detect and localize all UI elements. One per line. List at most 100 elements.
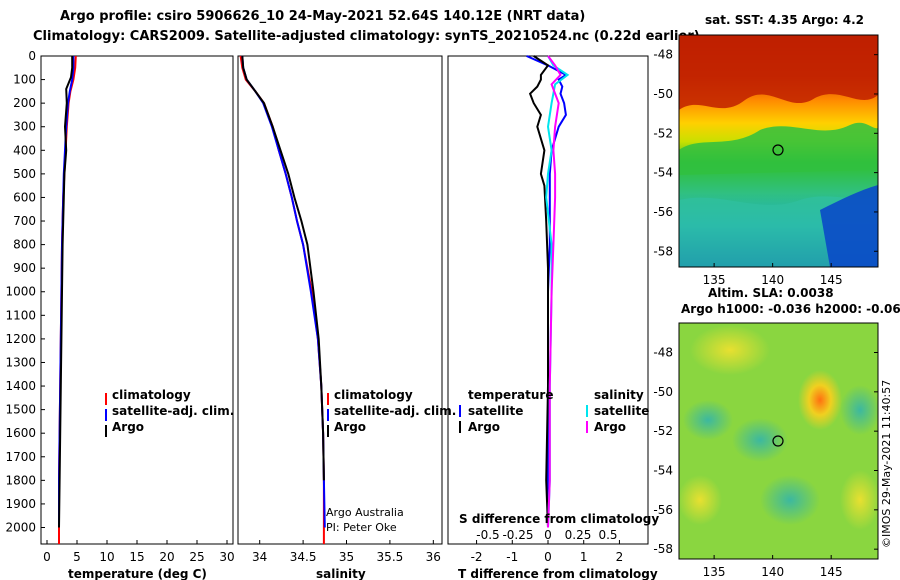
sst-front-region xyxy=(679,122,878,175)
legend-salinity-title: salinity xyxy=(594,388,644,402)
y-tick-label: 1200 xyxy=(5,332,36,346)
y-tick-label: 1600 xyxy=(5,426,36,440)
lon-tick-label: 135 xyxy=(703,273,726,287)
s-tick-label: 0 xyxy=(544,528,552,542)
sla-high-region xyxy=(690,325,770,375)
legend-argo: Argo xyxy=(112,420,144,434)
y-tick-label: 400 xyxy=(13,143,36,157)
argo-position-marker-sla xyxy=(772,435,784,447)
sla-map-title: Altim. SLA: 0.0038 xyxy=(708,286,834,300)
salinity-xlabel: salinity xyxy=(316,567,366,580)
annotation-pi: PI: Peter Oke xyxy=(326,521,397,534)
y-tick-label: 1500 xyxy=(5,403,36,417)
x-tick-label: 1 xyxy=(580,550,588,564)
y-tick-label: 800 xyxy=(13,238,36,252)
series-line-t-argo xyxy=(528,55,550,528)
lon-tick-label: 145 xyxy=(820,273,843,287)
s-difference-x-axis: -0.5 -0.25 0 0.25 0.5 xyxy=(476,528,617,542)
sst-map: sat. SST: 4.35 Argo: 4.2 -48 -50 -52 -54 -56… xyxy=(653,13,879,287)
y-tick-label: 500 xyxy=(13,167,36,181)
lon-tick-label: 145 xyxy=(820,565,843,579)
x-tick-label: 0 xyxy=(43,550,51,564)
series-line-argo xyxy=(58,56,74,528)
lat-tick-label: -52 xyxy=(653,424,673,438)
t-difference-xlabel: T difference from climatology xyxy=(458,567,658,580)
sst-warm-region xyxy=(679,35,878,110)
salinity-panel: 34 34.5 35 35.5 36 climatology satellite-adj… xyxy=(237,55,456,580)
lon-tick-label: 140 xyxy=(761,565,784,579)
difference-legend: temperature salinity satellite Argo sate… xyxy=(459,388,649,434)
y-tick-label: 100 xyxy=(13,73,36,87)
imos-watermark: ©IMOS 29-May-2021 11:40:57 xyxy=(880,380,893,548)
temperature-xlabel: temperature (deg C) xyxy=(68,567,207,580)
lat-tick-label: -58 xyxy=(653,244,673,258)
s-tick-label: -0.5 xyxy=(476,528,499,542)
sst-map-title: sat. SST: 4.35 Argo: 4.2 xyxy=(705,13,864,27)
salinity-plot-frame xyxy=(237,55,443,545)
salinity-x-axis: 34 34.5 35 35.5 36 xyxy=(252,540,441,564)
lat-tick-label: -54 xyxy=(653,464,673,478)
y-tick-label: 900 xyxy=(13,261,36,275)
legend-t-argo: Argo xyxy=(468,420,500,434)
legend-s-satellite: satellite xyxy=(594,404,649,418)
x-tick-label: 30 xyxy=(219,550,234,564)
argo-position-marker-sst xyxy=(772,144,784,156)
temperature-panel: 0100200300400500600700800900100011001200… xyxy=(5,49,234,580)
x-tick-label: 35 xyxy=(339,550,354,564)
lat-tick-label: -48 xyxy=(653,346,673,360)
lat-tick-label: -50 xyxy=(653,87,673,101)
sla-map-frame xyxy=(678,322,879,560)
sla-lon-axis: 135 140 145 xyxy=(703,555,843,579)
sst-lon-axis: 135 140 145 xyxy=(703,263,843,287)
title-line-1: Argo profile: csiro 5906626_10 24-May-20… xyxy=(60,9,585,24)
x-tick-label: -2 xyxy=(471,550,483,564)
x-tick-label: 0 xyxy=(544,550,552,564)
salinity-legend: climatology satellite-adj. clim. Argo xyxy=(327,388,456,437)
legend-argo: Argo xyxy=(334,420,366,434)
legend-climatology: climatology xyxy=(112,388,191,402)
y-tick-label: 1100 xyxy=(5,308,36,322)
sla-low-region xyxy=(683,400,733,440)
x-tick-label: 2 xyxy=(616,550,624,564)
x-tick-label: 34 xyxy=(252,550,267,564)
legend-temperature-title: temperature xyxy=(468,388,553,402)
s-difference-xlabel: S difference from climatology xyxy=(459,512,659,526)
lat-tick-label: -48 xyxy=(653,48,673,62)
sla-high-region xyxy=(679,475,722,525)
sla-low-region xyxy=(732,418,788,462)
lat-tick-label: -54 xyxy=(653,166,673,180)
series-line-argo xyxy=(241,55,325,481)
legend-s-argo: Argo xyxy=(594,420,626,434)
sla-low-region xyxy=(840,385,878,435)
x-tick-label: 15 xyxy=(129,550,144,564)
legend-satellite-adj: satellite-adj. clim. xyxy=(334,404,456,418)
lon-tick-label: 140 xyxy=(761,273,784,287)
sla-lat-axis: -48 -50 -52 -54 -56 -58 xyxy=(653,346,878,556)
sst-map-frame xyxy=(678,34,879,268)
y-tick-label: 1300 xyxy=(5,355,36,369)
sst-coldest-region xyxy=(820,185,878,267)
s-tick-label: 0.5 xyxy=(598,528,617,542)
lat-tick-label: -50 xyxy=(653,385,673,399)
y-tick-label: 600 xyxy=(13,190,36,204)
legend-satellite-adj: satellite-adj. clim. xyxy=(112,404,234,418)
lat-tick-label: -56 xyxy=(653,503,673,517)
x-tick-label: 36 xyxy=(426,550,441,564)
lon-tick-label: 135 xyxy=(703,565,726,579)
y-tick-label: 200 xyxy=(13,96,36,110)
y-tick-label: 1900 xyxy=(5,497,36,511)
lat-tick-label: -58 xyxy=(653,542,673,556)
sla-map-subtitle: Argo h1000: -0.036 h2000: -0.062 xyxy=(681,302,900,316)
difference-panel: -2 -1 0 1 2 -0.5 -0.25 0 0.25 0.5 temperature sa… xyxy=(447,55,659,580)
y-tick-label: 300 xyxy=(13,120,36,134)
y-tick-label: 2000 xyxy=(5,520,36,534)
s-tick-label: 0.25 xyxy=(565,528,592,542)
temperature-legend: climatology satellite-adj. clim. Argo xyxy=(105,388,234,437)
x-tick-label: 25 xyxy=(189,550,204,564)
sla-map: Altim. SLA: 0.0038 Argo h1000: -0.036 h2… xyxy=(653,286,900,579)
y-tick-label: 0 xyxy=(28,49,36,63)
sla-high-region xyxy=(840,470,878,530)
x-tick-label: 35.5 xyxy=(377,550,404,564)
legend-climatology: climatology xyxy=(334,388,413,402)
